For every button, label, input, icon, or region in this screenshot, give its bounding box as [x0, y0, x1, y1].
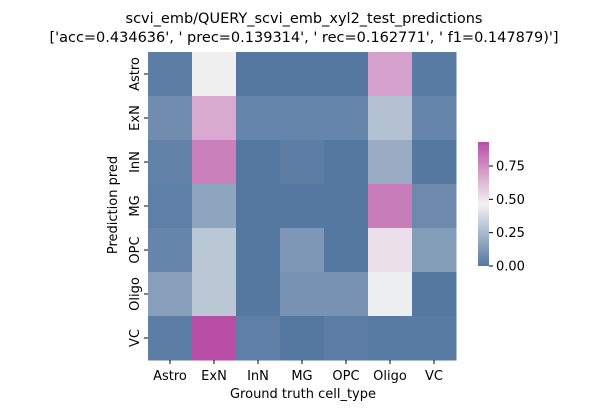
x-tick-label: MG: [291, 369, 312, 384]
heatmap-cell: [324, 140, 369, 185]
y-axis-label: Prediction pred: [106, 156, 121, 254]
heatmap-cell: [236, 96, 281, 141]
y-tick-label: Oligo: [128, 277, 143, 311]
heatmap-cell: [280, 316, 325, 361]
heatmap-cell: [236, 228, 281, 273]
x-tick-label: ExN: [201, 369, 227, 384]
heatmap-cell: [192, 316, 237, 361]
heatmap-cell: [280, 228, 325, 273]
heatmap-cell: [236, 140, 281, 185]
heatmap-cell: [324, 52, 369, 97]
x-axis-ticks: Astro ExN InN MG OPC Oligo VC: [153, 360, 443, 384]
y-tick-label: OPC: [128, 236, 143, 263]
heatmap-cell: [280, 52, 325, 97]
heatmap-cell: [236, 272, 281, 317]
heatmap-cell: [368, 272, 413, 317]
chart-subtitle: ['acc=0.434636', ' prec=0.139314', ' rec…: [49, 30, 558, 46]
heatmap-cell: [324, 228, 369, 273]
heatmap-cell: [192, 96, 237, 141]
heatmap-cell: [412, 316, 457, 361]
heatmap-cell: [368, 228, 413, 273]
heatmap-cell: [412, 228, 457, 273]
heatmap-cell: [192, 184, 237, 229]
heatmap-cell: [368, 52, 413, 97]
heatmap-cell: [280, 272, 325, 317]
heatmap-cell: [412, 272, 457, 317]
heatmap-cell: [368, 140, 413, 185]
colorbar-tick-label: 0.75: [496, 160, 525, 175]
heatmap-cell: [368, 316, 413, 361]
heatmap-cell: [148, 52, 193, 97]
heatmap-cell: [368, 96, 413, 141]
heatmap-cell: [324, 316, 369, 361]
heatmap-cell: [148, 184, 193, 229]
heatmap-cell: [412, 52, 457, 97]
heatmap-cell: [324, 96, 369, 141]
heatmap-cell: [148, 96, 193, 141]
heatmap-cell: [412, 140, 457, 185]
heatmap-cells: [148, 52, 457, 361]
heatmap-cell: [280, 140, 325, 185]
heatmap-cell: [148, 140, 193, 185]
x-tick-label: OPC: [332, 369, 359, 384]
heatmap-cell: [280, 96, 325, 141]
heatmap-cell: [148, 316, 193, 361]
y-tick-label: ExN: [128, 105, 143, 131]
x-tick-label: Oligo: [373, 369, 407, 384]
x-tick-label: InN: [247, 369, 269, 384]
heatmap-cell: [236, 316, 281, 361]
heatmap-cell: [412, 96, 457, 141]
heatmap-cell: [412, 184, 457, 229]
colorbar-tick-label: 0.00: [496, 260, 525, 275]
heatmap-cell: [192, 272, 237, 317]
heatmap-cell: [236, 184, 281, 229]
y-tick-label: MG: [128, 195, 143, 216]
heatmap-cell: [236, 52, 281, 97]
heatmap-cell: [192, 228, 237, 273]
heatmap-cell: [148, 272, 193, 317]
y-tick-label: InN: [128, 151, 143, 173]
heatmap-cell: [324, 184, 369, 229]
chart-title: scvi_emb/QUERY_scvi_emb_xyl2_test_predic…: [126, 11, 483, 27]
heatmap-cell: [368, 184, 413, 229]
colorbar-tick-label: 0.25: [496, 226, 525, 241]
heatmap-cell: [148, 228, 193, 273]
y-tick-label: VC: [128, 329, 143, 347]
heatmap-cell: [192, 140, 237, 185]
y-axis-ticks: Astro ExN InN MG OPC Oligo VC: [128, 57, 148, 347]
heatmap-cell: [280, 184, 325, 229]
x-tick-label: VC: [425, 369, 443, 384]
heatmap-cell: [324, 272, 369, 317]
x-tick-label: Astro: [153, 369, 187, 384]
heatmap-cell: [192, 52, 237, 97]
colorbar-tick-label: 0.50: [496, 193, 525, 208]
x-axis-label: Ground truth cell_type: [230, 387, 376, 402]
colorbar-ticks: 0.00 0.25 0.50 0.75: [489, 160, 525, 275]
colorbar: [478, 142, 489, 266]
y-tick-label: Astro: [128, 57, 143, 91]
